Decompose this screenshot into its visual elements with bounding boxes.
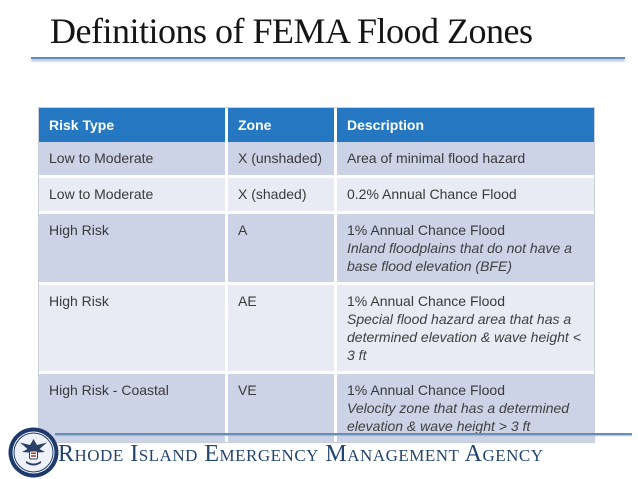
table-body: Low to Moderate X (unshaded) Area of min… xyxy=(39,142,594,442)
description-main: 1% Annual Chance Flood xyxy=(347,382,505,398)
agency-name: Rhode Island Emergency Management Agency xyxy=(58,441,544,467)
description-cell: 1% Annual Chance Flood Inland floodplain… xyxy=(337,214,594,282)
flood-zone-table: Risk Type Zone Description Low to Modera… xyxy=(38,107,595,443)
description-cell: 0.2% Annual Chance Flood xyxy=(337,178,594,211)
header-zone: Zone xyxy=(228,108,337,142)
description-main: 1% Annual Chance Flood xyxy=(347,222,505,238)
description-detail: Velocity zone that has a determined elev… xyxy=(347,400,570,434)
table-row: Low to Moderate X (shaded) 0.2% Annual C… xyxy=(39,175,594,211)
zone-cell: A xyxy=(228,214,337,282)
description-detail: Inland floodplains that do not have a ba… xyxy=(347,240,572,274)
zone-cell: X (shaded) xyxy=(228,178,337,211)
risk-cell: High Risk xyxy=(39,285,228,371)
footer-divider xyxy=(55,433,632,435)
table-header: Risk Type Zone Description xyxy=(39,108,594,142)
zone-cell: X (unshaded) xyxy=(228,142,337,175)
slide-title: Definitions of FEMA Flood Zones xyxy=(50,11,533,51)
risk-cell: High Risk xyxy=(39,214,228,282)
table-row: High Risk - Coastal VE 1% Annual Chance … xyxy=(39,371,594,442)
header-description: Description xyxy=(337,108,594,142)
title-underline xyxy=(31,57,625,59)
zone-cell: VE xyxy=(228,374,337,442)
description-cell: 1% Annual Chance Flood Special flood haz… xyxy=(337,285,594,371)
table-row: High Risk A 1% Annual Chance Flood Inlan… xyxy=(39,211,594,282)
description-main: 1% Annual Chance Flood xyxy=(347,293,505,309)
table-header-row: Risk Type Zone Description xyxy=(39,108,594,142)
description-cell: Area of minimal flood hazard xyxy=(337,142,594,175)
description-main: 0.2% Annual Chance Flood xyxy=(347,186,517,202)
table-row: Low to Moderate X (unshaded) Area of min… xyxy=(39,142,594,175)
risk-cell: Low to Moderate xyxy=(39,178,228,211)
risk-cell: Low to Moderate xyxy=(39,142,228,175)
description-main: Area of minimal flood hazard xyxy=(347,150,526,166)
description-cell: 1% Annual Chance Flood Velocity zone tha… xyxy=(337,374,594,442)
risk-cell: High Risk - Coastal xyxy=(39,374,228,442)
header-risk-type: Risk Type xyxy=(39,108,228,142)
ri-ema-seal-icon xyxy=(8,427,59,478)
table-row: High Risk AE 1% Annual Chance Flood Spec… xyxy=(39,282,594,371)
description-detail: Special flood hazard area that has a det… xyxy=(347,311,581,363)
zone-cell: AE xyxy=(228,285,337,371)
